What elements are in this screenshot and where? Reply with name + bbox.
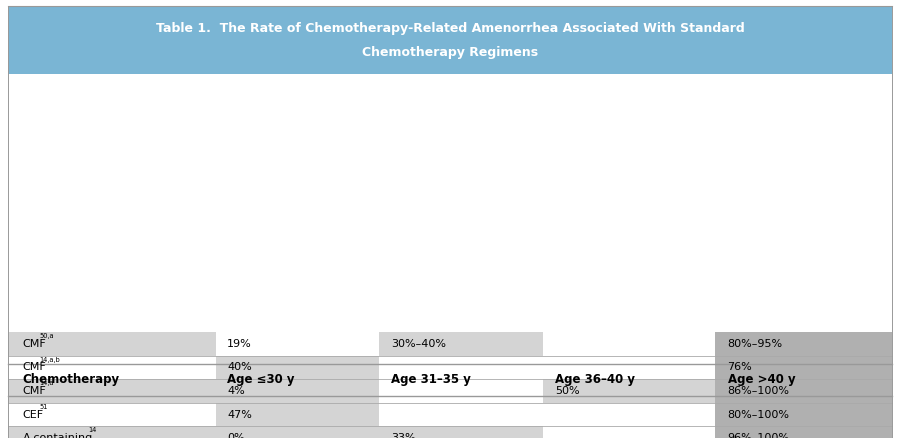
Bar	[716, 332, 892, 356]
Text: Table 1.  The Rate of Chemotherapy-Related Amenorrhea Associated With Standard: Table 1. The Rate of Chemotherapy-Relate…	[156, 22, 744, 35]
Text: 47%: 47%	[227, 410, 252, 420]
Bar	[543, 403, 716, 427]
Bar	[716, 356, 892, 379]
Bar	[379, 332, 543, 356]
Bar	[379, 427, 543, 438]
Bar	[716, 403, 892, 427]
Bar	[379, 403, 543, 427]
Text: 96%–100%: 96%–100%	[727, 433, 789, 438]
Text: 80%–95%: 80%–95%	[727, 339, 783, 349]
Bar	[8, 427, 216, 438]
Text: CMF: CMF	[22, 339, 46, 349]
Bar	[543, 356, 716, 379]
Bar	[8, 332, 216, 356]
Text: 40%: 40%	[227, 362, 252, 372]
Bar	[8, 6, 892, 74]
Bar	[543, 427, 716, 438]
Bar	[216, 379, 379, 403]
Text: Chemotherapy: Chemotherapy	[22, 374, 120, 386]
Text: 33%: 33%	[391, 433, 416, 438]
Text: Age ≤30 y: Age ≤30 y	[227, 374, 294, 386]
Text: Age 31–35 y: Age 31–35 y	[391, 374, 471, 386]
Text: CMF: CMF	[22, 386, 46, 396]
Text: 14,a,b: 14,a,b	[39, 357, 59, 363]
Bar	[379, 379, 543, 403]
Bar	[716, 379, 892, 403]
Text: A-containing: A-containing	[22, 433, 93, 438]
Text: Chemotherapy Regimens: Chemotherapy Regimens	[362, 46, 538, 59]
Text: CEF: CEF	[22, 410, 44, 420]
Bar	[216, 332, 379, 356]
Text: 30%–40%: 30%–40%	[391, 339, 446, 349]
Text: 0%: 0%	[227, 433, 245, 438]
Bar	[8, 403, 216, 427]
Bar	[8, 364, 892, 396]
Bar	[379, 356, 543, 379]
Bar	[216, 427, 379, 438]
Text: 14,a: 14,a	[39, 380, 53, 386]
Text: 19%: 19%	[227, 339, 252, 349]
Bar	[543, 332, 716, 356]
Bar	[8, 356, 216, 379]
Text: 76%: 76%	[727, 362, 752, 372]
Text: Age 36–40 y: Age 36–40 y	[555, 374, 634, 386]
Text: 50%: 50%	[555, 386, 580, 396]
Text: 14: 14	[88, 427, 97, 433]
Text: 86%–100%: 86%–100%	[727, 386, 789, 396]
Bar	[216, 403, 379, 427]
Text: 4%: 4%	[227, 386, 245, 396]
Text: 50,a: 50,a	[39, 333, 54, 339]
Text: 51: 51	[39, 404, 48, 410]
Bar	[216, 356, 379, 379]
Bar	[543, 379, 716, 403]
Text: CMF: CMF	[22, 362, 46, 372]
Text: Age >40 y: Age >40 y	[727, 374, 796, 386]
Text: 80%–100%: 80%–100%	[727, 410, 789, 420]
Bar	[716, 427, 892, 438]
Bar	[8, 379, 216, 403]
